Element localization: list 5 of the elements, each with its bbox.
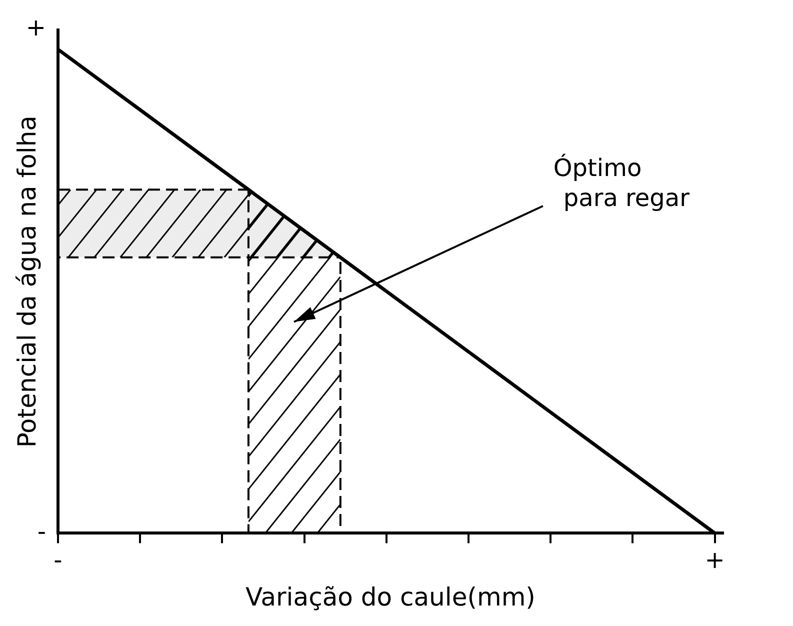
y-axis-title: Potencial da água na folha: [12, 116, 42, 448]
text: +: [26, 14, 46, 42]
x-axis-title: Variação do caule(mm): [246, 582, 536, 612]
annotation: Óptimo para regar: [553, 153, 690, 212]
text: -: [37, 517, 46, 546]
